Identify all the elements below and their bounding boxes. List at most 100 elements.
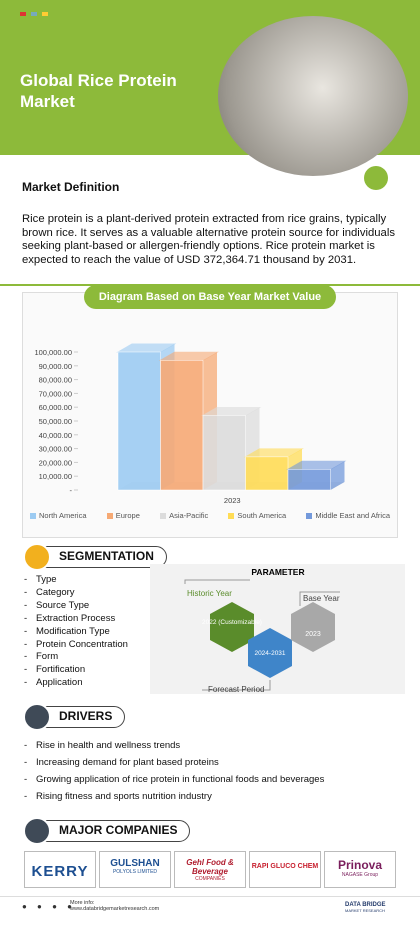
hexagon xyxy=(248,628,292,678)
hexagon xyxy=(291,602,335,652)
dot xyxy=(20,12,26,16)
y-tick-label: 60,000.00 xyxy=(39,403,72,412)
y-tick-label: 30,000.00 xyxy=(39,445,72,454)
brand: DATA BRIDGE MARKET RESEARCH xyxy=(345,902,386,913)
connector xyxy=(184,579,250,584)
segment-item: Type xyxy=(24,574,128,587)
y-tick-label: 10,000.00 xyxy=(39,472,72,481)
section-heading: SEGMENTATION xyxy=(59,549,154,563)
segment-item: Category xyxy=(24,587,128,600)
y-tick-label: 100,000.00 xyxy=(34,348,72,357)
bar xyxy=(245,456,289,491)
forecast-label: Forecast Period xyxy=(208,685,264,694)
hero-image xyxy=(218,16,408,176)
segment-item: Form xyxy=(24,651,128,664)
driver-item: Rising fitness and sports nutrition indu… xyxy=(24,788,324,805)
parameter-diagram: PARAMETER Historic Year 2022 (Customizab… xyxy=(150,564,405,694)
legend-swatch xyxy=(306,512,313,519)
info-label: More info: xyxy=(70,900,95,906)
logo-text: GULSHAN xyxy=(110,858,160,869)
legend-swatch xyxy=(106,512,113,519)
social-icons: ● ● ● ● xyxy=(22,902,76,911)
section-heading: MAJOR COMPANIES xyxy=(59,823,178,837)
dot xyxy=(42,12,48,16)
brand-sub: MARKET RESEARCH xyxy=(345,908,385,913)
divider xyxy=(0,896,420,897)
forecast-value: 2024-2031 xyxy=(254,650,285,657)
segment-list: TypeCategorySource TypeExtraction Proces… xyxy=(24,574,128,690)
historic-value: 2022 (Customizable) xyxy=(202,619,262,626)
y-tick-label: 40,000.00 xyxy=(39,431,72,440)
bar xyxy=(117,351,161,491)
hexagon xyxy=(210,602,254,652)
legend-label: South America xyxy=(237,511,287,520)
company-logo: RAPI GLUCO CHEM xyxy=(249,851,321,888)
legend-label: Europe xyxy=(115,511,140,520)
segment-item: Source Type xyxy=(24,600,128,613)
y-tick-label: 20,000.00 xyxy=(39,458,72,467)
legend-label: Middle East and Africa xyxy=(315,511,390,520)
base-value: 2023 xyxy=(305,631,321,638)
logo-text: COMPANIES xyxy=(195,876,225,882)
accent-circle xyxy=(364,166,388,190)
brand-name: DATA BRIDGE xyxy=(345,902,386,908)
segment-item: Extraction Process xyxy=(24,613,128,626)
driver-item: Growing application of rice protein in f… xyxy=(24,771,324,788)
section-heading: Market Definition xyxy=(22,180,120,194)
company-logo: GULSHAN POLYOLS LIMITED xyxy=(99,851,171,888)
definition-text: Rice protein is a plant-derived protein … xyxy=(22,213,395,266)
legend-item: Middle East and Africa xyxy=(306,511,390,520)
logo-text: KERRY xyxy=(31,863,89,880)
bar xyxy=(287,469,331,491)
connector xyxy=(202,680,271,691)
y-tick-label: - xyxy=(70,486,73,495)
bar-side xyxy=(330,461,345,490)
y-tick-label: 90,000.00 xyxy=(39,362,72,371)
x-label: 2023 xyxy=(224,496,241,505)
legend-label: Asia-Pacific xyxy=(169,511,209,520)
company-logo: Prinova NAGASE Group xyxy=(324,851,396,888)
logo-text: POLYOLS LIMITED xyxy=(112,869,158,875)
url: www.databridgemarketresearch.com xyxy=(70,906,160,912)
logo-text: Prinova xyxy=(337,858,382,872)
title: Global Rice Protein Market xyxy=(20,71,177,111)
chart: - 10,000.00 20,000.00 30,000.00 40,000.00 50,… xyxy=(34,343,347,505)
parameter-title: PARAMETER xyxy=(251,567,304,577)
segment-item: Protein Concentration xyxy=(24,639,128,652)
bar xyxy=(202,415,246,491)
legend-item: South America xyxy=(228,511,286,520)
legend-label: North America xyxy=(39,511,87,520)
y-tick-label: 50,000.00 xyxy=(39,417,72,426)
section-pill: MAJOR COMPANIES xyxy=(23,817,191,845)
segment-item: Modification Type xyxy=(24,626,128,639)
legend-item: Europe xyxy=(106,511,140,520)
segment-item: Fortification xyxy=(24,664,128,677)
y-tick-label: 80,000.00 xyxy=(39,376,72,385)
legend-swatch xyxy=(30,512,36,519)
chart-title: Diagram Based on Base Year Market Value xyxy=(84,285,336,309)
footer-info: More info: www.databridgemarketresearch.c… xyxy=(70,900,159,912)
historic-label: Historic Year xyxy=(187,589,232,598)
panel xyxy=(150,564,405,694)
logo-text: NAGASE Group xyxy=(341,872,379,878)
logo-text: Gehl Food & Beverage xyxy=(186,858,234,876)
driver-item: Rise in health and wellness trends xyxy=(24,737,324,754)
logo-text: RAPI GLUCO CHEM xyxy=(251,863,319,870)
legend-item: North America xyxy=(30,511,87,520)
section-heading: DRIVERS xyxy=(59,709,113,723)
section-pill: SEGMENTATION xyxy=(23,543,167,571)
company-logo: KERRY xyxy=(24,851,96,888)
driver-item: Increasing demand for plant based protei… xyxy=(24,754,324,771)
legend-swatch xyxy=(160,512,167,519)
section-pill: DRIVERS xyxy=(23,703,126,731)
y-tick-label: 70,000.00 xyxy=(39,389,72,398)
legend-item: Asia-Pacific xyxy=(160,511,208,520)
driver-list: Rise in health and wellness trendsIncrea… xyxy=(24,737,324,805)
legend: North America Europe Asia-Pacific South Ame… xyxy=(30,511,390,520)
base-label: Base Year xyxy=(303,594,340,603)
segment-item: Application xyxy=(24,677,128,690)
dot xyxy=(31,12,37,16)
connector xyxy=(299,591,340,606)
